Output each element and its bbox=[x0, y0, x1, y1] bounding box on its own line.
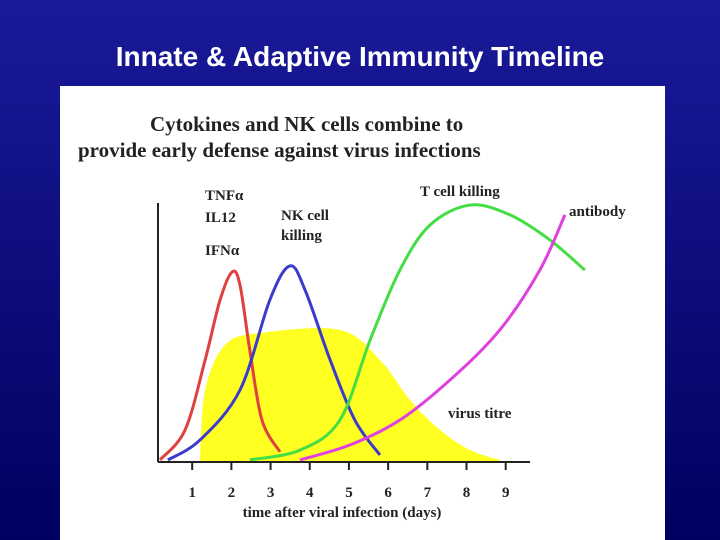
series-label: IFNα bbox=[205, 243, 240, 259]
series-label: killing bbox=[281, 228, 322, 244]
chart-title: Cytokines and NK cells combine to bbox=[150, 112, 463, 136]
line bbox=[158, 269, 282, 461]
line bbox=[167, 264, 382, 462]
x-tick-label: 3 bbox=[267, 485, 275, 501]
plot: Cytokines and NK cells combine toprovide… bbox=[78, 112, 626, 521]
x-tick-label: 8 bbox=[463, 485, 471, 501]
slide-title: Innate & Adaptive Immunity Timeline bbox=[116, 41, 605, 72]
x-axis-label: time after viral infection (days) bbox=[243, 505, 442, 521]
series-label: T cell killing bbox=[420, 184, 500, 200]
x-tick-label: 9 bbox=[502, 485, 510, 501]
x-tick-label: 4 bbox=[306, 485, 314, 501]
line bbox=[299, 214, 567, 462]
x-tick-label: 7 bbox=[424, 485, 432, 501]
series-label: TNFα bbox=[205, 188, 244, 204]
x-tick-label: 6 bbox=[384, 485, 392, 501]
x-tick-label: 5 bbox=[345, 485, 353, 501]
series-label: NK cell bbox=[281, 208, 329, 224]
series-label: virus titre bbox=[448, 406, 512, 422]
series-label: IL12 bbox=[205, 210, 236, 226]
x-tick-label: 1 bbox=[188, 485, 196, 501]
chart-panel bbox=[60, 86, 665, 540]
x-tick-label: 2 bbox=[228, 485, 236, 501]
chart-title: provide early defense against virus infe… bbox=[78, 138, 481, 162]
series-label: antibody bbox=[569, 204, 626, 220]
line bbox=[249, 203, 586, 462]
